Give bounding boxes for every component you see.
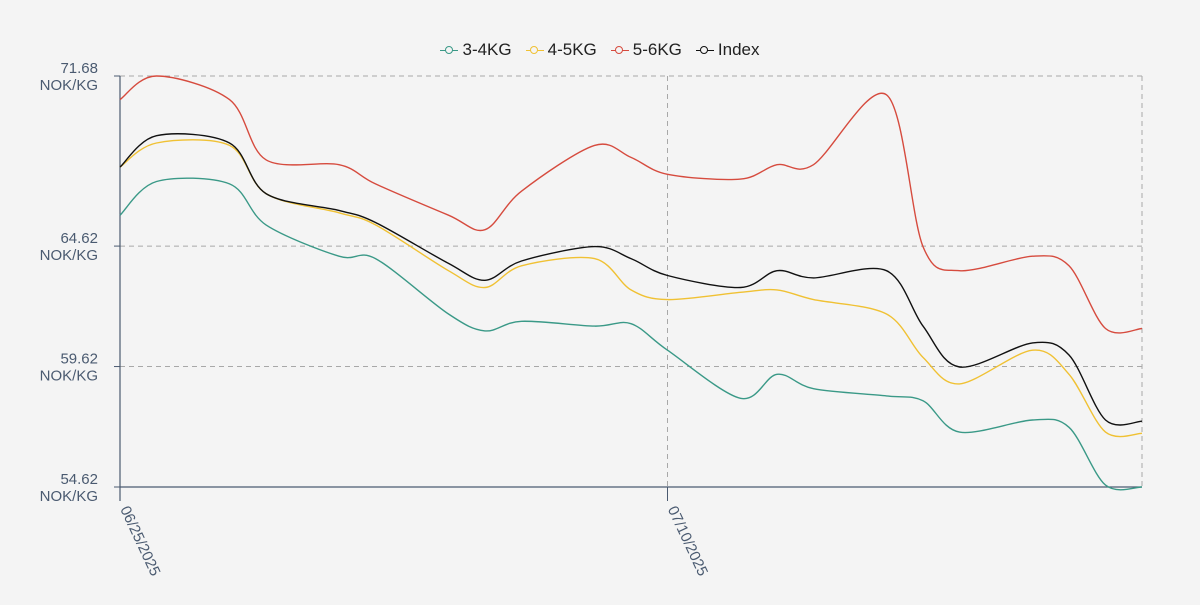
- legend-item-4-5kg[interactable]: 4-5KG: [525, 40, 597, 60]
- series-line-5-6kg: [119, 75, 1143, 334]
- legend-marker-icon: [440, 45, 459, 55]
- y-tick-label: 54.62: [60, 471, 98, 488]
- legend-item-index[interactable]: Index: [695, 40, 760, 60]
- legend-marker-icon: [610, 45, 629, 55]
- y-tick-label: 59.62: [60, 351, 98, 368]
- legend-item-5-6kg[interactable]: 5-6KG: [610, 40, 682, 60]
- legend-marker-icon: [695, 45, 714, 55]
- y-tick-label: 64.62: [60, 230, 98, 247]
- series-line-index: [119, 133, 1143, 426]
- legend-label: 4-5KG: [547, 40, 597, 59]
- legend-label: 5-6KG: [632, 40, 682, 59]
- series-line-4-5kg: [119, 139, 1143, 438]
- y-tick-unit: NOK/KG: [40, 247, 98, 264]
- y-tick-unit: NOK/KG: [40, 368, 98, 385]
- series-line-3-4kg: [119, 177, 1143, 491]
- y-tick-unit: NOK/KG: [40, 488, 98, 505]
- legend-marker-icon: [525, 45, 544, 55]
- legend-label: Index: [717, 40, 760, 59]
- y-tick-unit: NOK/KG: [40, 77, 98, 94]
- legend-label: 3-4KG: [462, 40, 512, 59]
- legend-item-3-4kg[interactable]: 3-4KG: [440, 40, 512, 60]
- legend: 3-4KG 4-5KG 5-6KG Index: [0, 40, 1200, 60]
- x-tick-label: 06/25/2025: [116, 504, 163, 579]
- x-tick-label: 07/10/2025: [664, 504, 711, 579]
- y-tick-label: 71.68: [60, 60, 98, 77]
